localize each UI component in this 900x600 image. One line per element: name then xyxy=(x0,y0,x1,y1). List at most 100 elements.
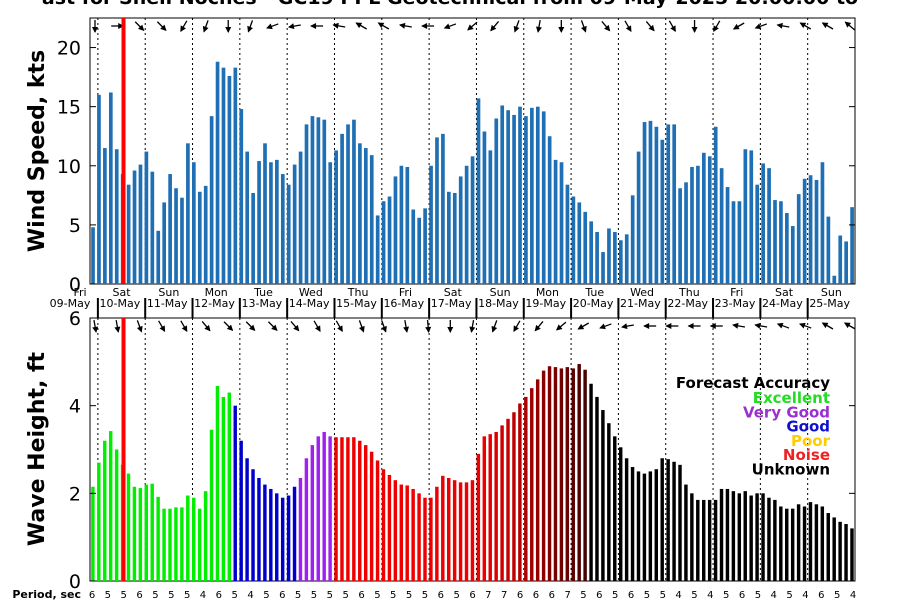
day-of-week-label: Sat xyxy=(444,286,463,299)
wind-direction-arrow-icon xyxy=(443,23,457,30)
wave-bar xyxy=(541,370,546,581)
wind-bar xyxy=(541,111,546,284)
wind-bar xyxy=(589,221,594,284)
wind-bar xyxy=(790,226,795,284)
period-value: 5 xyxy=(580,590,586,600)
period-value: 5 xyxy=(232,590,238,600)
wind-bar xyxy=(808,175,813,284)
wave-bar xyxy=(114,449,119,581)
wave-bar xyxy=(494,431,498,581)
wave-bar xyxy=(381,469,386,581)
wave-bar xyxy=(209,429,214,581)
wave-bar xyxy=(464,482,469,581)
wave-bar xyxy=(138,488,143,581)
wind-bar xyxy=(607,228,611,284)
wave-bar xyxy=(310,445,315,581)
wind-bar xyxy=(648,120,653,284)
wave-direction-arrow-icon xyxy=(754,322,768,329)
wave-bar xyxy=(150,483,154,581)
wind-direction-arrow-icon xyxy=(287,23,301,30)
date-label: 21-May xyxy=(620,297,661,310)
wind-bar xyxy=(630,195,635,284)
wind-bar xyxy=(814,179,819,284)
date-label: 16-May xyxy=(383,297,424,310)
period-value: 5 xyxy=(406,590,412,600)
wave-bar xyxy=(820,506,825,581)
date-label: 17-May xyxy=(431,297,472,310)
wave-bar xyxy=(488,434,492,581)
wave-bar xyxy=(785,508,789,581)
wave-bar xyxy=(215,385,220,581)
wave-bar xyxy=(108,431,113,581)
wind-bar xyxy=(275,159,279,284)
wind-direction-arrows xyxy=(92,19,856,33)
wind-bar xyxy=(577,202,582,284)
wind-direction-arrow-icon xyxy=(247,20,254,33)
day-labels: Fri09-MaySat10-MaySun11-MayMon12-MayTue1… xyxy=(50,286,851,318)
period-value: 5 xyxy=(390,590,396,600)
wave-bar xyxy=(257,477,261,581)
day-of-week-label: Sat xyxy=(775,286,794,299)
wind-bar xyxy=(826,216,831,284)
period-value: 4 xyxy=(771,590,777,600)
date-label: 14-May xyxy=(289,297,330,310)
wave-bar xyxy=(340,437,344,581)
wave-bar xyxy=(559,368,564,581)
wave-bar xyxy=(245,458,249,581)
wave-bar xyxy=(239,440,243,581)
wave-direction-arrow-icon xyxy=(491,320,498,333)
wind-direction-arrow-icon xyxy=(92,20,98,33)
wave-bar xyxy=(103,440,107,581)
day-of-week-label: Wed xyxy=(299,286,323,299)
period-value: 5 xyxy=(105,590,111,600)
wind-bar xyxy=(209,116,214,284)
wind-bar xyxy=(624,234,629,284)
wave-bar xyxy=(755,493,759,581)
wave-bar xyxy=(91,486,95,581)
wave-direction-arrow-icon xyxy=(513,320,521,333)
period-value: 5 xyxy=(453,590,459,600)
wind-bar xyxy=(755,184,760,284)
wind-bar xyxy=(678,188,682,284)
period-value: 5 xyxy=(168,590,174,600)
wind-direction-arrow-icon xyxy=(844,21,856,31)
wind-direction-arrow-icon xyxy=(266,23,279,30)
wave-bar xyxy=(405,485,409,581)
wind-bar xyxy=(684,182,688,284)
wave-bar xyxy=(97,462,101,581)
period-value: 5 xyxy=(374,590,380,600)
period-value: 5 xyxy=(311,590,317,600)
wave-direction-arrow-icon xyxy=(447,320,454,333)
wave-bar xyxy=(690,493,694,581)
wind-bar xyxy=(524,116,528,284)
wind-bar xyxy=(114,149,119,284)
period-value: 4 xyxy=(247,590,253,600)
wind-bar xyxy=(233,67,238,284)
wind-direction-arrow-icon xyxy=(202,20,209,33)
date-label: 19-May xyxy=(525,297,566,310)
wind-bar xyxy=(512,114,516,284)
wave-bar xyxy=(304,458,309,581)
legend-item: Good xyxy=(786,418,830,436)
wind-direction-arrow-icon xyxy=(713,20,721,33)
wave-direction-arrow-icon xyxy=(381,320,387,333)
period-value: 6 xyxy=(358,590,364,600)
date-label: 23-May xyxy=(715,297,756,310)
chart-title: ast for Shell Noches - GC19 PPL Geotechn… xyxy=(42,0,858,9)
period-value: 6 xyxy=(628,590,634,600)
wind-bar xyxy=(476,98,481,284)
wave-bar xyxy=(435,486,439,581)
wind-bar xyxy=(672,124,677,285)
wind-bar xyxy=(97,94,101,284)
wave-bar xyxy=(482,436,487,581)
wave-bar xyxy=(678,464,682,581)
wind-direction-arrow-icon xyxy=(156,21,167,31)
wind-direction-arrow-icon xyxy=(776,22,790,29)
wave-bar xyxy=(743,491,747,581)
wind-direction-arrow-icon xyxy=(558,20,565,33)
wind-bar xyxy=(310,116,315,284)
wind-bar xyxy=(820,162,825,284)
wind-direction-arrow-icon xyxy=(421,23,435,29)
wave-bar xyxy=(441,475,445,581)
wind-bar xyxy=(103,148,107,284)
